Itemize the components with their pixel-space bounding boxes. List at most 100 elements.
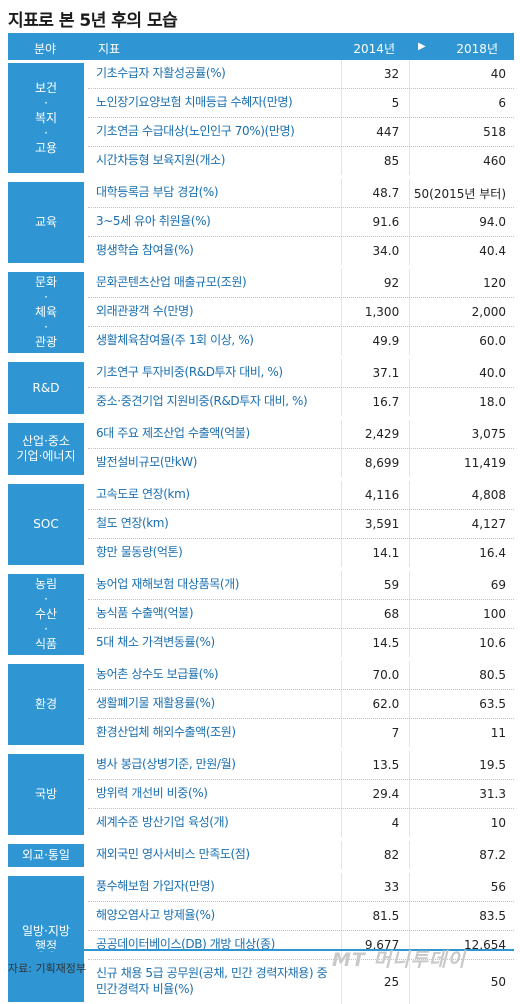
indicator-name: 기초연구 투자비중(R&D투자 대비, %) xyxy=(96,365,283,380)
value-2014: 70.0 xyxy=(340,661,411,689)
indicator-name: 외래관광객 수(만명) xyxy=(96,304,194,319)
value-2014: 14.5 xyxy=(340,629,411,657)
value-2018: 56 xyxy=(490,880,506,894)
value-2014: 48.7 xyxy=(340,179,411,207)
value-2018: 80.5 xyxy=(479,668,506,682)
table-row: 농어촌 상수도 보급률(%) 70.0 80.5 xyxy=(88,661,514,690)
value-2014: 81.5 xyxy=(340,902,411,930)
indicator-name: 생활체육참여율(주 1회 이상, %) xyxy=(96,333,254,348)
value-2014: 29.4 xyxy=(340,780,411,808)
table-row: 기초연금 수급대상(노인인구 70%)(만명) 447 518 xyxy=(88,118,514,147)
table-row: 기초연구 투자비중(R&D투자 대비, %) 37.1 40.0 xyxy=(88,359,514,388)
indicator-name: 5대 채소 가격변동률(%) xyxy=(96,635,215,650)
value-2018: 3,075 xyxy=(471,427,506,441)
table-row: 항만 물동량(억톤) 14.1 16.4 xyxy=(88,539,514,567)
table-row: 병사 봉급(상병기준, 만원/월) 13.5 19.5 xyxy=(88,751,514,780)
value-2018: 518 xyxy=(483,125,506,139)
category-rows: 농어업 재해보험 대상품목(개) 59 69 농식품 수출액(억불) 68 100 5대 채… xyxy=(88,571,514,657)
table-row: 외래관광객 수(만명) 1,300 2,000 xyxy=(88,298,514,327)
value-2014: 49.9 xyxy=(340,327,411,355)
indicator-name: 고속도로 연장(km) xyxy=(96,487,190,502)
table-row: 문화콘텐츠산업 매출규모(조원) 92 120 xyxy=(88,269,514,298)
value-2014: 9,677 xyxy=(340,931,411,959)
header-indicator: 지표 xyxy=(98,42,121,56)
value-2014: 447 xyxy=(340,118,411,146)
category-rows: 기초연구 투자비중(R&D투자 대비, %) 37.1 40.0 중소·중견기업 지원… xyxy=(88,359,514,416)
indicator-name: 방위력 개선비 비중(%) xyxy=(96,786,208,801)
category-group: R&D 기초연구 투자비중(R&D투자 대비, %) 37.1 40.0 중소·중견기업… xyxy=(8,355,514,416)
table-row: 고속도로 연장(km) 4,116 4,808 xyxy=(88,481,514,510)
value-2014: 37.1 xyxy=(340,359,411,387)
value-2014: 32 xyxy=(340,60,411,88)
indicator-name: 중소·중견기업 지원비중(R&D투자 대비, %) xyxy=(96,394,308,409)
table-row: 풍수해보험 가입자(만명) 33 56 xyxy=(88,873,514,902)
indicator-name: 생활폐기물 재활용률(%) xyxy=(96,696,215,711)
category-label: 보건 · 복지 · 고용 xyxy=(8,63,84,173)
value-2014: 5 xyxy=(340,89,411,117)
category-group: 보건 · 복지 · 고용 기초수급자 자활성공률(%) 32 40 노인장기요양보험 치… xyxy=(8,60,514,175)
category-group: 교육 대학등록금 부담 경감(%) 48.7 50(2015년 부터) 3~5세 유아 … xyxy=(8,175,514,265)
value-2018: 12,654 xyxy=(464,938,506,952)
category-label: 환경 xyxy=(8,664,84,745)
bottom-rule xyxy=(8,949,514,951)
source-note: 자료: 기획재정부 xyxy=(8,962,87,975)
value-2014: 3,591 xyxy=(340,510,411,538)
table-row: 생활체육참여율(주 1회 이상, %) 49.9 60.0 xyxy=(88,327,514,355)
table-row: 노인장기요양보험 치매등급 수혜자(만명) 5 6 xyxy=(88,89,514,118)
indicator-name: 철도 연장(km) xyxy=(96,516,169,531)
indicator-name: 신규 채용 5급 공무원(공채, 민간 경력자채용) 중 민간경력자 비율(%) xyxy=(96,966,328,996)
table-row: 생활폐기물 재활용률(%) 62.0 63.5 xyxy=(88,690,514,719)
value-2018: 40.4 xyxy=(479,244,506,258)
value-2018: 40 xyxy=(490,67,506,81)
category-label: 산업·중소 기업·에너지 xyxy=(8,423,84,475)
category-rows: 문화콘텐츠산업 매출규모(조원) 92 120 외래관광객 수(만명) 1,300 2,0… xyxy=(88,269,514,355)
value-2014: 91.6 xyxy=(340,208,411,236)
indicator-name: 농식품 수출액(억불) xyxy=(96,606,194,621)
table-row: 5대 채소 가격변동률(%) 14.5 10.6 xyxy=(88,629,514,657)
category-label: 문화 · 체육 · 관광 xyxy=(8,272,84,353)
table-row: 중소·중견기업 지원비중(R&D투자 대비, %) 16.7 18.0 xyxy=(88,388,514,416)
category-label: 외교·통일 xyxy=(8,844,84,867)
table-body: 보건 · 복지 · 고용 기초수급자 자활성공률(%) 32 40 노인장기요양보험 치… xyxy=(8,60,514,1004)
value-2018: 460 xyxy=(483,154,506,168)
value-2018: 100 xyxy=(483,607,506,621)
value-2014: 16.7 xyxy=(340,388,411,416)
indicator-name: 기초연금 수급대상(노인인구 70%)(만명) xyxy=(96,124,295,139)
value-2018: 120 xyxy=(483,276,506,290)
value-2014: 92 xyxy=(340,269,411,297)
indicator-name: 6대 주요 제조산업 수출액(억불) xyxy=(96,426,250,441)
value-2018: 40.0 xyxy=(479,366,506,380)
value-2018: 11,419 xyxy=(464,456,506,470)
category-label: R&D xyxy=(8,362,84,414)
table-row: 방위력 개선비 비중(%) 29.4 31.3 xyxy=(88,780,514,809)
table-row: 발전설비규모(만kW) 8,699 11,419 xyxy=(88,449,514,477)
category-group: 산업·중소 기업·에너지 6대 주요 제조산업 수출액(억불) 2,429 3,075… xyxy=(8,416,514,477)
category-group: 외교·통일 재외국민 영사서비스 만족도(점) 82 87.2 xyxy=(8,837,514,869)
table-row: 해양오염사고 방제율(%) 81.5 83.5 xyxy=(88,902,514,931)
value-2014: 59 xyxy=(340,571,411,599)
value-2018: 18.0 xyxy=(479,395,506,409)
value-2014: 85 xyxy=(340,147,411,175)
value-2014: 4,116 xyxy=(340,481,411,509)
indicator-name: 노인장기요양보험 치매등급 수혜자(만명) xyxy=(96,95,293,110)
category-label: 국방 xyxy=(8,754,84,835)
category-rows: 기초수급자 자활성공률(%) 32 40 노인장기요양보험 치매등급 수혜자(만명) 5… xyxy=(88,60,514,175)
indicator-name: 3~5세 유아 취원율(%) xyxy=(96,214,211,229)
table-row: 대학등록금 부담 경감(%) 48.7 50(2015년 부터) xyxy=(88,179,514,208)
indicator-name: 농어업 재해보험 대상품목(개) xyxy=(96,577,240,592)
value-2018: 50 xyxy=(490,975,506,989)
value-2014: 1,300 xyxy=(340,298,411,326)
table-row: 평생학습 참여율(%) 34.0 40.4 xyxy=(88,237,514,265)
indicator-name: 대학등록금 부담 경감(%) xyxy=(96,185,219,200)
indicator-name: 환경산업체 해외수출액(조원) xyxy=(96,725,236,740)
value-2014: 82 xyxy=(340,841,411,869)
indicator-name: 발전설비규모(만kW) xyxy=(96,455,198,470)
indicator-name: 농어촌 상수도 보급률(%) xyxy=(96,667,219,682)
value-2018: 63.5 xyxy=(479,697,506,711)
value-2018: 69 xyxy=(490,578,506,592)
value-2014: 2,429 xyxy=(340,420,411,448)
header-2018: 2018년 xyxy=(456,42,498,56)
table-row: 기초수급자 자활성공률(%) 32 40 xyxy=(88,60,514,89)
value-2014: 4 xyxy=(340,809,411,837)
category-label: SOC xyxy=(8,484,84,565)
